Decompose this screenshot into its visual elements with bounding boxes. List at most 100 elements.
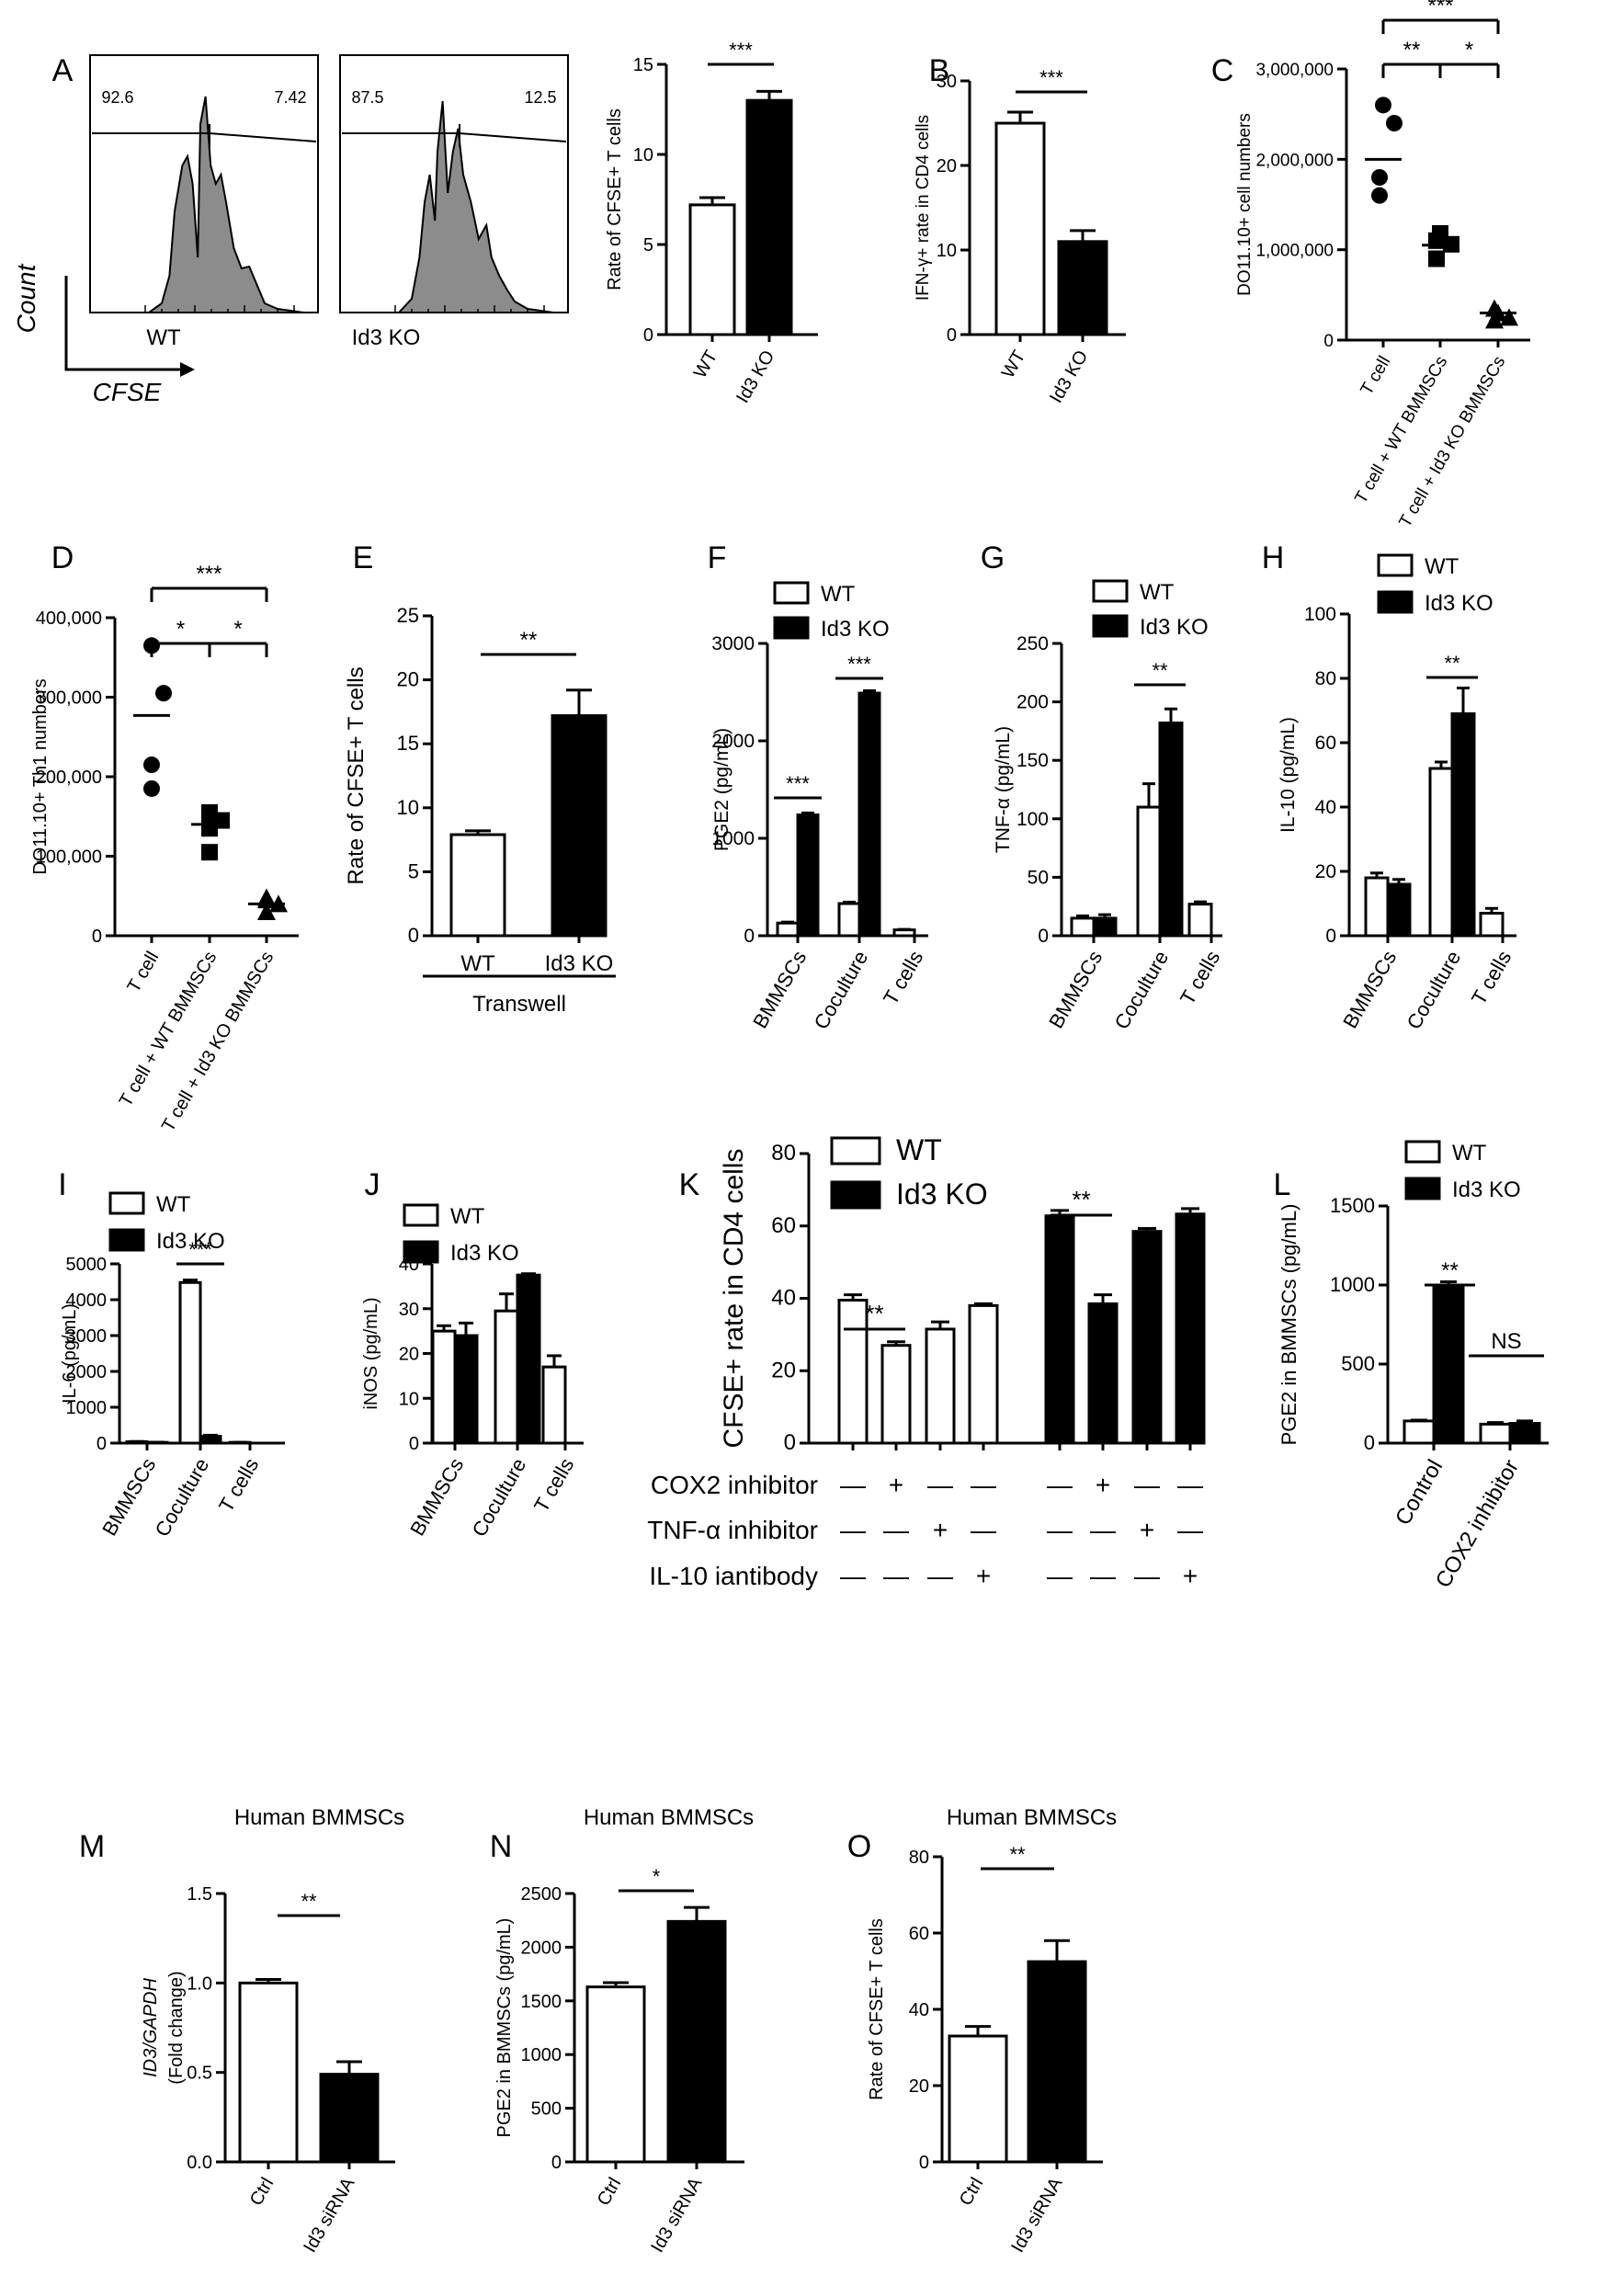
x-tick-label: BMMSCs (1044, 947, 1107, 1032)
y-axis-label: CFSE+ rate in CD4 cells (719, 1149, 749, 1449)
panel-letter-h: H (1262, 540, 1285, 575)
treatment-mark: — (840, 1471, 866, 1499)
panel-letter-k: K (679, 1167, 700, 1202)
panel-letter-b: B (929, 53, 950, 88)
x-tick-label: T cell + Id3 KO BMMSCs (1395, 353, 1509, 531)
y-tick-label: 0 (784, 1430, 796, 1455)
gate-left-value: 92.6 (101, 88, 133, 107)
bar (745, 98, 793, 336)
significance-label: *** (1427, 0, 1453, 18)
bar (585, 1985, 646, 2164)
chart-e: 0 5 10 15 20 25 Rate of CFSE+ T cells WT Id3 KO *… (344, 604, 616, 1017)
treatment-mark: — (840, 1562, 866, 1590)
x-tick-label: T cell (124, 949, 164, 996)
y-tick-label: 0 (919, 2153, 929, 2173)
y-tick-label: 100 (1304, 604, 1336, 625)
treatment-mark: — (1134, 1562, 1160, 1590)
legend-swatch (773, 616, 810, 640)
significance-label: *** (729, 39, 753, 62)
treatment-label: TNF-α inhibitor (647, 1516, 818, 1544)
bar (238, 1981, 299, 2164)
y-tick-label: 3,000,000 (1255, 61, 1334, 80)
treatment-mark: + (976, 1562, 991, 1590)
y-tick-label: 30 (937, 72, 957, 92)
chart-c: 0 1,000,000 2,000,000 3,000,000 DO11.10+ cel… (1235, 0, 1530, 531)
chart-n: 0 500 1000 1500 2000 2500 PGE2 in BMMSCs (pg/m… (494, 1805, 754, 2256)
chart-a-bar: 0 5 10 15 Rate of CFSE+ T cells WT Id3 KO *** (605, 39, 818, 406)
x-tick-label: Coculture (151, 1454, 214, 1541)
significance-label: NS (1491, 1329, 1521, 1354)
bar-wt (541, 1365, 567, 1445)
x-tick-label: T cells (879, 947, 927, 1008)
x-tick-label: Ctrl (246, 2175, 278, 2210)
x-tick-label: T cells (214, 1454, 263, 1516)
axis-arrow (64, 276, 184, 371)
bar-wt (880, 1344, 912, 1445)
y-tick-label: 30 (399, 1300, 419, 1320)
treatment-mark: — (1090, 1562, 1116, 1590)
y-tick-label: 5 (643, 235, 653, 256)
y-tick-label: 400,000 (36, 608, 102, 629)
bar-wt (1136, 805, 1162, 938)
chart-o: 0 20 40 60 80 Rate of CFSE+ T cells Ctrl Id3 si… (867, 1805, 1117, 2256)
bar-id3-ko (1175, 1212, 1206, 1445)
bar (1027, 1960, 1087, 2164)
x-tick-label: Id3 KO (1046, 347, 1092, 407)
chart-g: 0 50 100 150 200 250 TNF-α (pg/mL) BMMSCs Cocult… (993, 579, 1224, 1033)
bar-wt (431, 1329, 457, 1445)
y-tick-label: 50 (1028, 867, 1049, 888)
y-tick-label: 40 (771, 1286, 796, 1311)
y-tick-label: 10 (633, 145, 653, 165)
chart-title: Human BMMSCs (584, 1805, 754, 1830)
treatment-mark: — (883, 1516, 909, 1544)
legend-label: WT (1425, 554, 1459, 579)
y-tick-label: 5000 (66, 1255, 108, 1275)
chart-m: 0.0 0.5 1.0 1.5 ID3/GAPDH Ctrl Id3 siRNA ** Huma… (141, 1805, 404, 2256)
bar-wt (1070, 916, 1096, 938)
legend-swatch (108, 1228, 145, 1252)
legend-swatch (773, 581, 810, 605)
bar-id3-ko (516, 1273, 541, 1445)
panel-letter-f: F (708, 540, 727, 575)
panel-letter-e: E (353, 540, 374, 575)
y-axis-label: Rate of CFSE+ T cells (867, 1918, 887, 2100)
point-circle (1371, 187, 1388, 204)
x-tick-label: Id3 siRNA (1007, 2174, 1066, 2257)
bar (449, 833, 506, 938)
x-tick-label: Ctrl (594, 2175, 626, 2210)
x-tick-label: T cells (1467, 947, 1516, 1008)
point-circle (155, 685, 172, 702)
y-tick-label: 5 (408, 859, 419, 882)
y-tick-label: 10 (399, 1389, 419, 1409)
group-label: Transwell (472, 992, 566, 1017)
treatment-mark: — (1047, 1471, 1073, 1499)
treatment-mark: — (927, 1471, 953, 1499)
panel-letter-c: C (1211, 53, 1234, 88)
panel-letter-o: O (847, 1829, 871, 1864)
arrow-head (180, 362, 195, 377)
chart-d: 0 100,000 200,000 300,000 400,000 DO11.10+ Th… (30, 562, 299, 1135)
chart-a-histograms: 92.6 7.42 WT 87.5 12.5 Id3 KO Count CFSE (12, 54, 569, 406)
bar-wt (837, 902, 861, 938)
y-axis-label: PGE2 in BMMSCs (pg/mL) (1278, 1204, 1300, 1446)
y-tick-label: 60 (1315, 733, 1336, 754)
y-tick-label: 0.5 (187, 2064, 212, 2084)
y-tick-label: 2000 (521, 1938, 562, 1958)
legend-swatch (1377, 590, 1414, 614)
y-axis-label: DO11.10+ cell numbers (1235, 113, 1255, 296)
treatment-mark: — (1177, 1471, 1203, 1499)
legend-label: WT (1140, 580, 1175, 605)
legend-label: WT (450, 1204, 485, 1229)
gate-line-right (459, 132, 567, 142)
chart-h: 0 20 40 60 80 100 IL-10 (pg/mL) BMMSCs Coculture… (1278, 553, 1516, 1033)
y-tick-label: 0 (408, 924, 419, 947)
y-axis-label: ID3/GAPDH (141, 1978, 161, 2077)
point-circle (143, 779, 160, 797)
bar-wt (1479, 1422, 1512, 1445)
significance-label: *** (847, 653, 871, 676)
histogram-curve (97, 96, 304, 313)
x-tick-label: Ctrl (956, 2175, 988, 2210)
y-tick-label: 0 (947, 325, 957, 346)
y-tick-label: 0 (92, 927, 102, 947)
